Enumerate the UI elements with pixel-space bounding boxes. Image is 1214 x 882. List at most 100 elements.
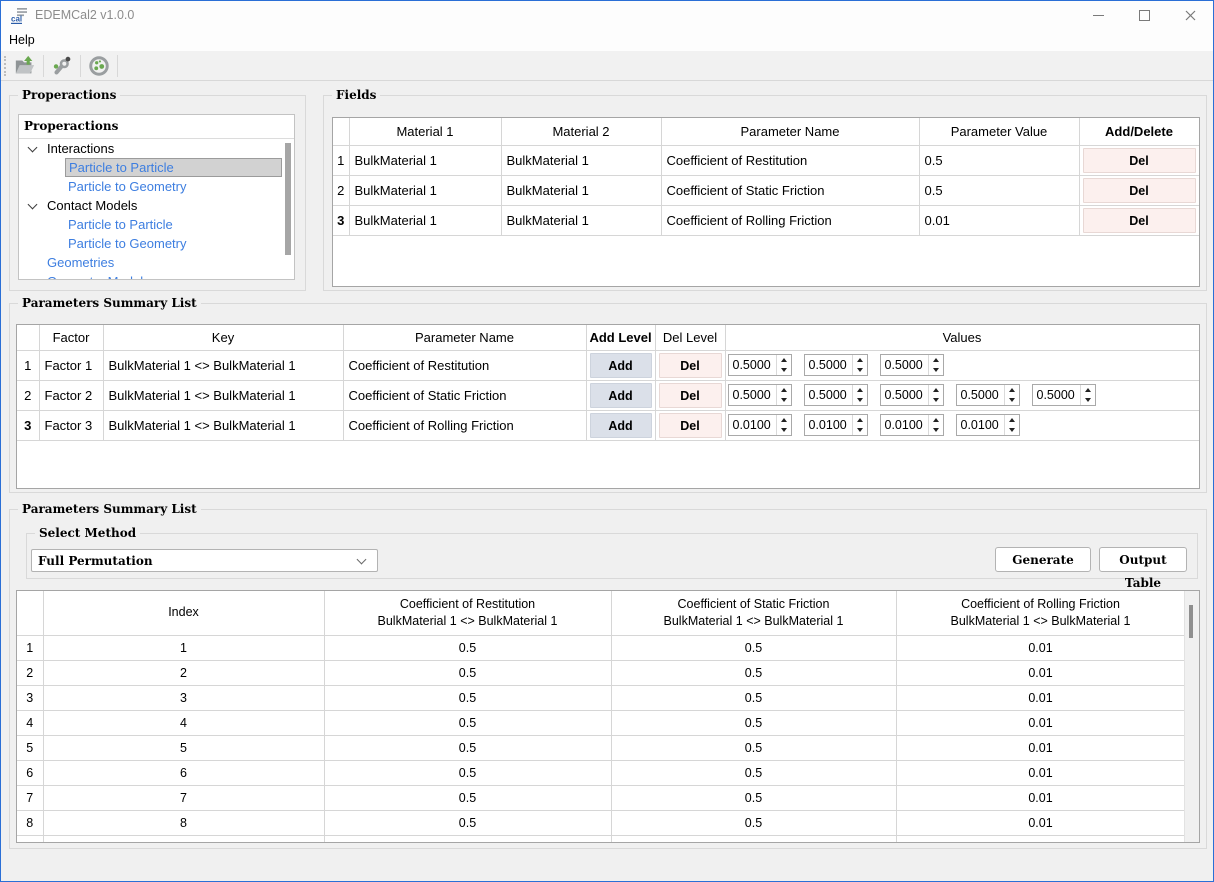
value-spinbox[interactable]: 0.0100	[728, 414, 792, 436]
particle-tool-button[interactable]	[47, 53, 77, 79]
material1-cell[interactable]: BulkMaterial 1	[349, 145, 501, 175]
restitution-cell[interactable]: 0.5	[324, 635, 611, 660]
spin-up-button[interactable]	[1005, 385, 1019, 395]
index-cell[interactable]: 2	[43, 660, 324, 685]
key-cell[interactable]: BulkMaterial 1 <> BulkMaterial 1	[103, 350, 343, 380]
fields-column-header[interactable]: Material 2	[501, 118, 661, 145]
close-button[interactable]	[1167, 1, 1213, 29]
fields-column-header[interactable]: Parameter Value	[919, 118, 1079, 145]
rolling-friction-cell[interactable]: 0.01	[896, 735, 1185, 760]
summary-column-header[interactable]: Factor	[39, 325, 103, 350]
spinbox-value[interactable]: 0.5000	[805, 355, 852, 375]
spinbox-value[interactable]: 0.5000	[881, 355, 928, 375]
value-spinbox[interactable]: 0.5000	[1032, 384, 1096, 406]
restitution-cell[interactable]: 0.5	[324, 685, 611, 710]
static-friction-cell[interactable]: 0.5	[611, 735, 896, 760]
generator-column-header[interactable]: Coefficient of RestitutionBulkMaterial 1…	[324, 591, 611, 635]
static-friction-cell[interactable]: 0.5	[611, 785, 896, 810]
toolbar-drag-handle[interactable]	[4, 56, 6, 76]
spin-up-button[interactable]	[777, 355, 791, 365]
spin-up-button[interactable]	[929, 385, 943, 395]
del-level-button[interactable]: Del	[659, 353, 722, 378]
rolling-friction-cell[interactable]: 0.01	[896, 635, 1185, 660]
method-select[interactable]: Full Permutation	[31, 549, 378, 572]
generator-column-header[interactable]: Coefficient of Static FrictionBulkMateri…	[611, 591, 896, 635]
spin-down-button[interactable]	[1081, 395, 1095, 405]
generator-scrollbar[interactable]	[1184, 591, 1199, 842]
index-cell[interactable]: 6	[43, 760, 324, 785]
spin-up-button[interactable]	[777, 385, 791, 395]
spin-down-button[interactable]	[777, 425, 791, 435]
fields-column-header[interactable]: Material 1	[349, 118, 501, 145]
factor-cell[interactable]: Factor 1	[39, 350, 103, 380]
static-friction-cell[interactable]: 0.5	[611, 660, 896, 685]
row-number[interactable]: 9	[17, 835, 43, 843]
static-friction-cell[interactable]: 0.5	[611, 685, 896, 710]
spin-up-button[interactable]	[853, 355, 867, 365]
index-cell[interactable]: 1	[43, 635, 324, 660]
spin-down-button[interactable]	[1005, 395, 1019, 405]
row-number[interactable]: 1	[17, 635, 43, 660]
spinbox-value[interactable]: 0.5000	[957, 385, 1004, 405]
open-project-button[interactable]	[10, 53, 40, 79]
del-button[interactable]: Del	[1083, 178, 1196, 203]
rolling-friction-cell[interactable]: 0.01	[896, 760, 1185, 785]
add-level-button[interactable]: Add	[590, 383, 652, 408]
tree-scrollbar-thumb[interactable]	[285, 143, 291, 255]
restitution-cell[interactable]: 0.5	[324, 760, 611, 785]
index-cell[interactable]: 4	[43, 710, 324, 735]
fields-column-header[interactable]: Parameter Name	[661, 118, 919, 145]
restitution-cell[interactable]: 0.5	[324, 810, 611, 835]
menu-help[interactable]: Help	[1, 33, 43, 47]
summary-column-header[interactable]: Values	[725, 325, 1199, 350]
value-spinbox[interactable]: 0.0100	[880, 414, 944, 436]
spin-up-button[interactable]	[929, 355, 943, 365]
row-number[interactable]: 3	[17, 410, 39, 440]
factor-cell[interactable]: Factor 2	[39, 380, 103, 410]
spin-down-button[interactable]	[777, 395, 791, 405]
parameter-name-cell[interactable]: Coefficient of Rolling Friction	[661, 205, 919, 235]
generator-column-header[interactable]: Coefficient of Rolling FrictionBulkMater…	[896, 591, 1185, 635]
static-friction-cell[interactable]: 0.5	[611, 760, 896, 785]
minimize-button[interactable]	[1075, 1, 1121, 29]
spinbox-value[interactable]: 0.5000	[729, 355, 776, 375]
static-friction-cell[interactable]: 0.5	[611, 635, 896, 660]
summary-column-header[interactable]: Add Level	[586, 325, 655, 350]
row-number[interactable]: 2	[333, 175, 349, 205]
index-cell[interactable]: 3	[43, 685, 324, 710]
spinbox-value[interactable]: 0.0100	[729, 415, 776, 435]
spinbox-value[interactable]: 0.5000	[881, 385, 928, 405]
summary-column-header[interactable]: Del Level	[655, 325, 725, 350]
tree-item[interactable]: Interactions	[19, 139, 294, 158]
generator-column-header[interactable]: Index	[43, 591, 324, 635]
del-button[interactable]: Del	[1083, 208, 1196, 233]
parameter-name-cell[interactable]: Coefficient of Static Friction	[661, 175, 919, 205]
value-spinbox[interactable]: 0.5000	[956, 384, 1020, 406]
material2-cell[interactable]: BulkMaterial 1	[501, 175, 661, 205]
tree-item[interactable]: Contact Models	[19, 196, 294, 215]
spin-up-button[interactable]	[1005, 415, 1019, 425]
tree-item[interactable]: Particle to Particle	[19, 158, 294, 177]
parameter-name-cell[interactable]: Coefficient of Static Friction	[343, 380, 586, 410]
maximize-button[interactable]	[1121, 1, 1167, 29]
spin-up-button[interactable]	[929, 415, 943, 425]
material2-cell[interactable]: BulkMaterial 1	[501, 145, 661, 175]
index-cell[interactable]: 5	[43, 735, 324, 760]
row-number[interactable]: 4	[17, 710, 43, 735]
factor-cell[interactable]: Factor 3	[39, 410, 103, 440]
value-spinbox[interactable]: 0.5000	[728, 354, 792, 376]
del-button[interactable]: Del	[1083, 148, 1196, 173]
row-number[interactable]: 1	[333, 145, 349, 175]
add-level-button[interactable]: Add	[590, 413, 652, 438]
fields-column-header[interactable]: Add/Delete	[1079, 118, 1199, 145]
row-number[interactable]: 2	[17, 660, 43, 685]
tree-item[interactable]: Geometry Models	[19, 272, 294, 280]
spin-down-button[interactable]	[853, 395, 867, 405]
row-number[interactable]: 7	[17, 785, 43, 810]
spin-down-button[interactable]	[929, 365, 943, 375]
rolling-friction-cell[interactable]: 0.01	[896, 835, 1185, 843]
generate-button[interactable]: Generate	[995, 547, 1091, 572]
material1-cell[interactable]: BulkMaterial 1	[349, 175, 501, 205]
output-table-button[interactable]: Output Table	[1099, 547, 1187, 572]
parameter-name-cell[interactable]: Coefficient of Rolling Friction	[343, 410, 586, 440]
